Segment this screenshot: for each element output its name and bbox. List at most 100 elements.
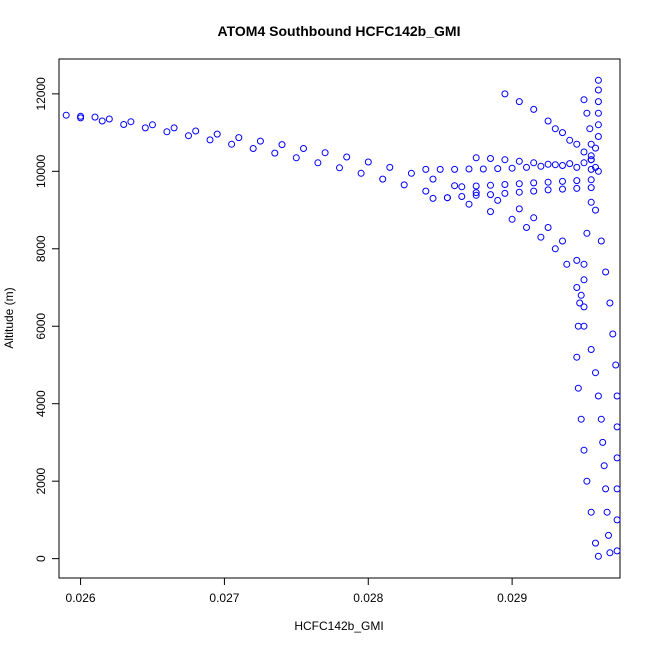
data-point	[422, 187, 430, 195]
data-point	[566, 136, 574, 144]
data-point	[91, 113, 99, 121]
data-point	[501, 90, 509, 98]
data-point	[77, 114, 85, 122]
data-point	[141, 124, 149, 132]
data-point	[574, 322, 582, 330]
data-point	[587, 184, 595, 192]
data-point	[357, 169, 365, 177]
data-point	[314, 159, 322, 167]
y-tick-label: 10000	[34, 154, 48, 188]
data-point	[451, 165, 459, 173]
data-point	[235, 134, 243, 142]
data-point	[606, 549, 614, 557]
data-point	[559, 237, 566, 245]
data-point	[472, 189, 480, 197]
data-point	[336, 164, 343, 172]
data-point	[451, 182, 459, 190]
x-tick-label: 0.028	[353, 591, 383, 605]
data-point	[530, 187, 538, 195]
data-point	[592, 163, 599, 171]
data-point	[602, 268, 610, 276]
data-point	[249, 145, 257, 152]
x-tick-label: 0.027	[209, 591, 239, 605]
data-point	[592, 144, 599, 152]
data-point	[501, 189, 509, 197]
data-point	[149, 121, 156, 129]
data-point	[62, 111, 70, 119]
data-point	[271, 149, 279, 157]
data-point	[213, 130, 221, 138]
data-point	[600, 462, 608, 470]
data-point	[609, 330, 617, 338]
data-point	[613, 454, 621, 462]
data-point	[544, 186, 552, 194]
data-point	[580, 322, 588, 330]
data-point	[98, 117, 106, 125]
x-axis-label: HCFC142b_GMI	[294, 619, 383, 633]
data-point	[587, 152, 595, 160]
data-point	[523, 224, 530, 231]
data-point	[602, 485, 610, 493]
data-point	[613, 485, 621, 493]
data-point	[501, 156, 509, 164]
data-point	[594, 133, 602, 140]
data-point	[613, 423, 621, 431]
data-point	[515, 180, 523, 188]
data-point	[256, 137, 264, 145]
data-point	[573, 177, 581, 185]
data-point	[551, 125, 559, 133]
data-point	[206, 136, 214, 144]
data-point	[458, 193, 466, 200]
data-point	[185, 132, 192, 140]
data-point	[523, 163, 530, 171]
data-point	[573, 353, 581, 361]
x-axis: 0.026 0.027 0.028 0.029	[66, 577, 527, 605]
data-point	[573, 256, 581, 264]
data-point	[592, 539, 599, 547]
data-point	[515, 98, 523, 106]
data-point	[537, 162, 545, 170]
x-tick-label: 0.026	[66, 591, 96, 605]
data-point	[494, 165, 502, 173]
data-point	[580, 159, 588, 167]
data-point	[594, 392, 602, 400]
data-point	[597, 415, 605, 423]
data-point	[443, 194, 451, 202]
data-point	[300, 145, 307, 152]
data-point	[458, 183, 466, 191]
data-point	[465, 165, 473, 173]
data-point	[515, 205, 523, 213]
data-point	[487, 208, 494, 216]
y-tick-label: 6000	[34, 313, 48, 340]
data-point	[613, 547, 621, 555]
y-tick-label: 12000	[34, 77, 48, 111]
data-point	[599, 438, 607, 446]
data-point	[105, 115, 113, 123]
data-point	[479, 165, 487, 173]
data-point	[577, 291, 585, 299]
data-point	[343, 153, 351, 161]
data-point	[586, 125, 594, 133]
data-point	[583, 477, 591, 485]
data-point	[530, 159, 538, 167]
data-point	[127, 118, 135, 126]
data-point	[612, 361, 620, 369]
data-point	[605, 531, 612, 539]
data-point	[551, 245, 559, 253]
data-point	[594, 121, 602, 129]
data-point	[594, 552, 602, 560]
data-point	[583, 229, 591, 237]
data-point	[544, 117, 552, 125]
data-point	[587, 156, 595, 164]
data-point	[472, 191, 480, 199]
x-tick-label: 0.029	[497, 591, 527, 605]
data-point	[580, 260, 588, 268]
data-point	[292, 154, 300, 162]
data-point	[544, 178, 552, 186]
data-point	[386, 163, 394, 171]
data-point	[577, 415, 585, 423]
data-point	[515, 157, 523, 165]
data-point	[544, 160, 552, 168]
data-point	[278, 141, 286, 149]
